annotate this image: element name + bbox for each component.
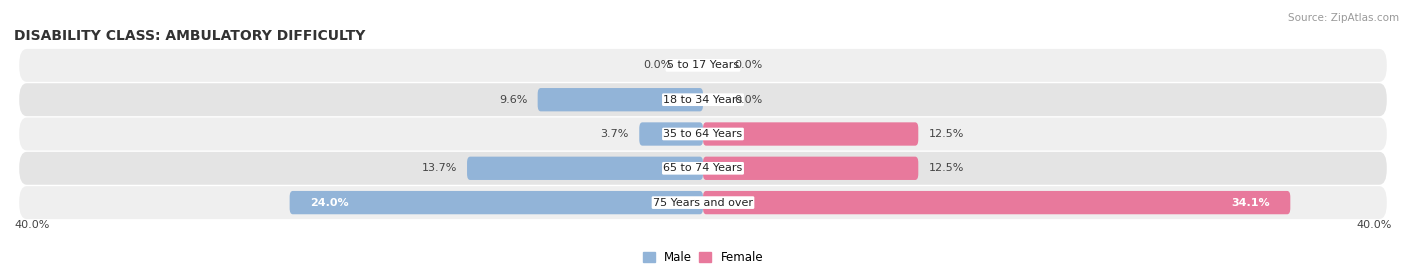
Legend: Male, Female: Male, Female [638, 246, 768, 268]
Text: 0.0%: 0.0% [734, 60, 762, 70]
Text: 65 to 74 Years: 65 to 74 Years [664, 163, 742, 173]
FancyBboxPatch shape [467, 157, 703, 180]
Text: 12.5%: 12.5% [928, 163, 965, 173]
FancyBboxPatch shape [703, 191, 1291, 214]
FancyBboxPatch shape [20, 118, 1386, 150]
Text: Source: ZipAtlas.com: Source: ZipAtlas.com [1288, 13, 1399, 23]
FancyBboxPatch shape [290, 191, 703, 214]
Text: 75 Years and over: 75 Years and over [652, 198, 754, 208]
Text: 34.1%: 34.1% [1232, 198, 1270, 208]
FancyBboxPatch shape [703, 157, 918, 180]
FancyBboxPatch shape [20, 83, 1386, 116]
Text: 35 to 64 Years: 35 to 64 Years [664, 129, 742, 139]
FancyBboxPatch shape [20, 152, 1386, 185]
Text: 5 to 17 Years: 5 to 17 Years [666, 60, 740, 70]
Text: 0.0%: 0.0% [644, 60, 672, 70]
FancyBboxPatch shape [20, 186, 1386, 219]
Text: DISABILITY CLASS: AMBULATORY DIFFICULTY: DISABILITY CLASS: AMBULATORY DIFFICULTY [14, 29, 366, 43]
FancyBboxPatch shape [703, 122, 918, 146]
Text: 0.0%: 0.0% [734, 95, 762, 105]
FancyBboxPatch shape [640, 122, 703, 146]
FancyBboxPatch shape [20, 49, 1386, 82]
Text: 13.7%: 13.7% [422, 163, 457, 173]
Text: 40.0%: 40.0% [14, 220, 49, 230]
Text: 3.7%: 3.7% [600, 129, 628, 139]
FancyBboxPatch shape [537, 88, 703, 111]
Text: 24.0%: 24.0% [311, 198, 349, 208]
Text: 40.0%: 40.0% [1357, 220, 1392, 230]
Text: 18 to 34 Years: 18 to 34 Years [664, 95, 742, 105]
Text: 9.6%: 9.6% [499, 95, 527, 105]
Text: 12.5%: 12.5% [928, 129, 965, 139]
